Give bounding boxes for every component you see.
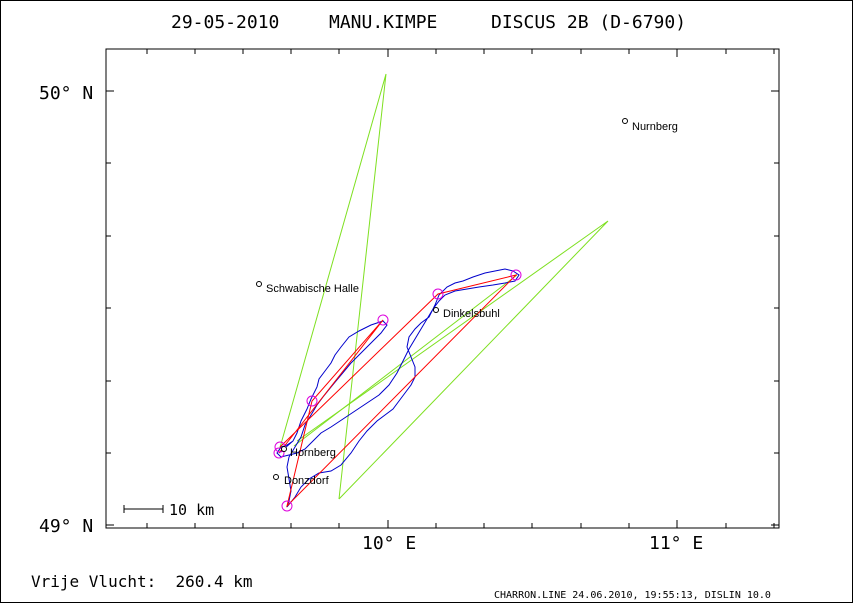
place-label-schwabische-halle: Schwabische Halle	[266, 283, 359, 295]
scale-bar	[123, 505, 164, 513]
place-marker-donzdorf	[273, 474, 279, 480]
flight-track	[276, 268, 520, 508]
flight-distance: Vrije Vlucht: 260.4 km	[31, 572, 253, 591]
scale-bar-label: 10 km	[169, 501, 214, 519]
pilot-name: MANU.KIMPE	[329, 12, 437, 33]
latitude-ticks-right	[771, 90, 779, 526]
place-label-dinkelsbuhl: Dinkelsbuhl	[443, 308, 500, 320]
turnpoint-start	[273, 447, 285, 459]
place-marker-dinkelsbuhl	[433, 307, 439, 313]
observation-sectors	[278, 73, 609, 500]
plot-area	[105, 48, 780, 529]
latitude-label-49n: 49° N	[39, 516, 93, 537]
longitude-label-10e: 10° E	[362, 533, 416, 554]
latitude-label-50n: 50° N	[39, 83, 93, 104]
turnpoint-3	[281, 500, 293, 512]
turnpoints	[273, 269, 522, 512]
sector-line-c	[293, 274, 518, 447]
turnpoint-5	[432, 288, 444, 300]
place-label-nurnberg: Nurnberg	[632, 121, 678, 133]
sector-north	[278, 73, 387, 500]
glider-type: DISCUS 2B (D-6790)	[491, 12, 686, 33]
place-markers	[256, 118, 628, 480]
place-label-donzdorf: Donzdorf	[284, 475, 330, 487]
flight-route	[278, 274, 518, 508]
longitude-label-11e: 11° E	[649, 533, 703, 554]
sector-east	[296, 220, 609, 500]
place-marker-hornberg	[281, 446, 287, 452]
latitude-ticks-left	[106, 90, 114, 526]
flight-date: 29-05-2010	[171, 12, 279, 33]
turnpoint-1	[377, 314, 389, 326]
credit-line: CHARRON.LINE 24.06.2010, 19:55:13, DISLI…	[494, 590, 771, 601]
longitude-ticks-bottom	[146, 520, 775, 528]
place-marker-schwabische-halle	[256, 281, 262, 287]
turnpoint-2	[306, 395, 318, 407]
place-label-hornberg: Hornberg	[290, 447, 336, 459]
turnpoint-4	[510, 269, 522, 281]
longitude-ticks-top	[146, 49, 775, 57]
place-marker-nurnberg	[622, 118, 628, 124]
